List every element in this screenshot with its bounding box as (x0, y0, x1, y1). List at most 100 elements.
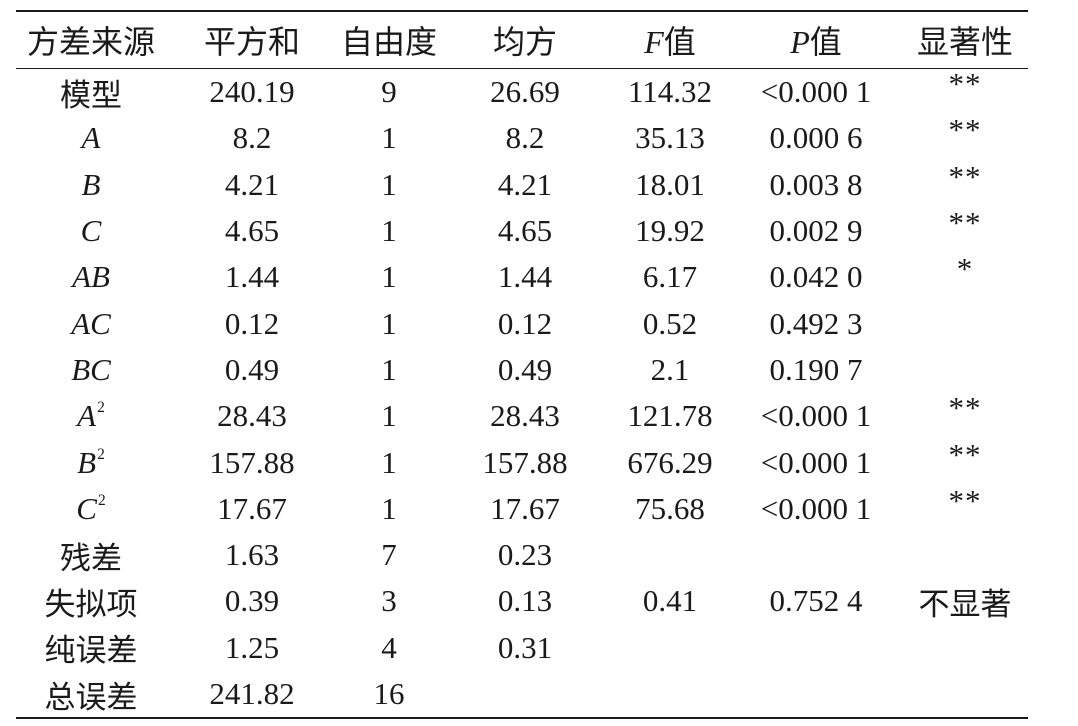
cell-sum-of-squares: 28.43 (217, 398, 287, 434)
cell-significance (902, 625, 1028, 671)
cell-mean-square: 157.88 (482, 444, 568, 480)
cell-significance: ** (948, 390, 982, 426)
cell-source: 残差 (16, 532, 166, 578)
cell-sum-of-squares: 0.12 (224, 305, 280, 341)
table-row: AC 0.12 1 0.12 0.52 0.492 3 (16, 300, 1028, 346)
cell-mean-square: 26.69 (490, 74, 560, 110)
source-label: C (80, 213, 102, 249)
cell-significance: ** (948, 112, 982, 148)
cell-f-value (610, 625, 730, 671)
cell-significance: ** (948, 66, 982, 102)
superscript: 2 (97, 399, 105, 417)
cell-source: 失拟项 (16, 578, 166, 624)
cell-mean-square: 17.67 (490, 490, 560, 526)
source-label: A (77, 398, 97, 434)
cell-p-value: <0.000 1 (760, 490, 872, 526)
header-p-symbol: P (790, 24, 810, 60)
cell-source: C (16, 208, 166, 254)
table-row: 残差 1.63 7 0.23 (16, 532, 1028, 578)
superscript: 2 (97, 491, 106, 509)
cell-mean-square: 0.31 (497, 629, 553, 665)
cell-sum-of-squares: 0.39 (224, 583, 280, 619)
cell-source: 总误差 (16, 670, 166, 720)
source-label: B (77, 444, 97, 480)
cell-degrees-of-freedom: 1 (381, 120, 397, 156)
table-row: B2 157.88 1 157.88 676.29 <0.000 1 ** (16, 437, 1028, 485)
header-f-value: F值 (610, 10, 730, 69)
table-row: A 8.2 1 8.2 35.13 0.000 6 ** (16, 112, 1028, 161)
cell-mean-square: 0.49 (497, 351, 553, 387)
cell-p-value: 0.190 7 (769, 351, 863, 387)
table-header: 方差来源 平方和 自由度 均方 F值 P值 显著性 (16, 10, 1028, 69)
cell-source: 纯误差 (16, 625, 166, 671)
source-label: B (81, 166, 101, 202)
source-label: 失拟项 (44, 586, 138, 622)
cell-source: AB (16, 254, 166, 300)
header-p-value: P值 (730, 10, 902, 69)
cell-source: 模型 (16, 69, 166, 116)
source-label: 模型 (60, 77, 122, 113)
source-label: 纯误差 (44, 633, 138, 669)
cell-significance: ** (948, 436, 982, 472)
cell-degrees-of-freedom: 16 (338, 670, 440, 720)
cell-sum-of-squares: 4.65 (224, 213, 280, 249)
cell-mean-square: 1.44 (497, 259, 553, 295)
cell-mean-square: 4.65 (497, 213, 553, 249)
source-label: 总误差 (44, 679, 138, 715)
cell-significance: ** (948, 158, 982, 194)
cell-p-value (730, 532, 902, 578)
cell-significance (902, 670, 1028, 720)
cell-f-value: 2.1 (650, 351, 690, 387)
cell-f-value: 75.68 (635, 490, 705, 526)
header-significance: 显著性 (902, 10, 1028, 69)
cell-p-value: <0.000 1 (760, 74, 872, 110)
cell-source: A (16, 115, 166, 161)
cell-source: A2 (16, 393, 166, 439)
cell-degrees-of-freedom: 1 (381, 305, 397, 341)
table-row: B 4.21 1 4.21 18.01 0.003 8 ** (16, 159, 1028, 208)
table-row: 失拟项 0.39 3 0.13 0.41 0.752 4 不显著 (16, 578, 1028, 624)
cell-p-value (730, 625, 902, 671)
anova-table: 方差来源 平方和 自由度 均方 F值 P值 显著性 模型 240.19 9 26.69… (16, 10, 1028, 720)
cell-f-value: 35.13 (635, 120, 705, 156)
cell-mean-square: 0.12 (497, 305, 553, 341)
cell-p-value: 0.492 3 (769, 305, 863, 341)
cell-degrees-of-freedom: 1 (381, 213, 397, 249)
header-f-suffix: 值 (663, 24, 696, 60)
cell-sum-of-squares: 1.63 (224, 537, 280, 573)
cell-sum-of-squares: 17.67 (217, 490, 287, 526)
cell-f-value: 0.52 (642, 305, 698, 341)
cell-source: B (16, 162, 166, 208)
cell-significance (902, 300, 1028, 346)
header-mean-square: 均方 (440, 10, 610, 69)
cell-mean-square: 28.43 (490, 398, 560, 434)
cell-mean-square: 4.21 (497, 166, 553, 202)
cell-mean-square: 8.2 (505, 120, 545, 156)
cell-degrees-of-freedom: 1 (381, 351, 397, 387)
cell-sum-of-squares: 241.82 (166, 670, 338, 720)
source-label: BC (71, 351, 111, 387)
cell-source: BC (16, 347, 166, 393)
cell-degrees-of-freedom: 1 (381, 444, 397, 480)
cell-p-value: 0.002 9 (769, 213, 863, 249)
cell-sum-of-squares: 157.88 (209, 444, 295, 480)
cell-source: AC (16, 300, 166, 346)
header-row: 方差来源 平方和 自由度 均方 F值 P值 显著性 (16, 10, 1028, 69)
table-body: 模型 240.19 9 26.69 114.32 <0.000 1 ** A 8.2 1 8.2 35… (16, 66, 1028, 720)
header-p-suffix: 值 (809, 24, 842, 60)
cell-sum-of-squares: 4.21 (224, 166, 280, 202)
cell-p-value (730, 670, 902, 720)
source-label: 残差 (60, 540, 122, 576)
cell-f-value: 18.01 (635, 166, 705, 202)
header-f-symbol: F (644, 24, 664, 60)
cell-significance: ** (948, 205, 982, 241)
superscript: 2 (97, 445, 105, 463)
cell-sum-of-squares: 0.49 (224, 351, 280, 387)
cell-sum-of-squares: 8.2 (232, 120, 272, 156)
table-row: A2 28.43 1 28.43 121.78 <0.000 1 ** (16, 390, 1028, 439)
cell-significance: 不显著 (918, 586, 1012, 622)
source-label: C (76, 490, 97, 526)
cell-degrees-of-freedom: 7 (381, 537, 397, 573)
cell-f-value: 121.78 (627, 398, 713, 434)
cell-significance (902, 532, 1028, 578)
